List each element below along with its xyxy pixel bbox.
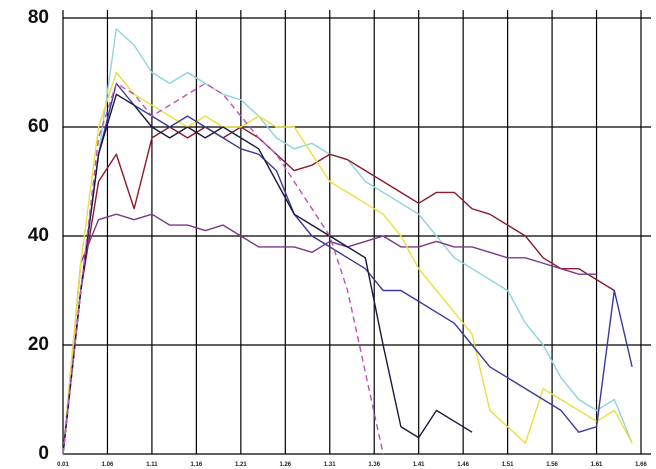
x-tick-label: 1.26 (279, 462, 291, 468)
x-tick-label: 1.16 (191, 462, 203, 468)
series-line (62, 82, 633, 455)
series-line (62, 213, 597, 455)
series-line (62, 82, 384, 455)
x-tick-label: 1.51 (502, 462, 514, 468)
y-tick-label: 0 (38, 443, 49, 464)
x-tick-label: 1.36 (368, 462, 380, 468)
y-tick-label: 40 (28, 225, 49, 246)
x-tick-label: 1.11 (146, 462, 158, 468)
x-tick-label: 1.21 (235, 462, 247, 468)
series-line (62, 71, 633, 455)
x-tick-label: 1.46 (457, 462, 469, 468)
x-tick-label: 1.41 (413, 462, 425, 468)
series-line (62, 126, 615, 455)
y-tick-label: 60 (28, 116, 49, 137)
x-tick-label: 0.01 (57, 462, 69, 468)
x-tick-label: 1.31 (324, 462, 336, 468)
x-tick-label: 1.56 (546, 462, 558, 468)
x-tick-label: 1.61 (591, 462, 603, 468)
x-tick-label: 1.66 (635, 462, 647, 468)
y-tick-label: 20 (28, 334, 49, 355)
series-line (62, 93, 473, 455)
y-tick-label: 80 (28, 7, 49, 28)
x-tick-label: 1.06 (102, 462, 114, 468)
